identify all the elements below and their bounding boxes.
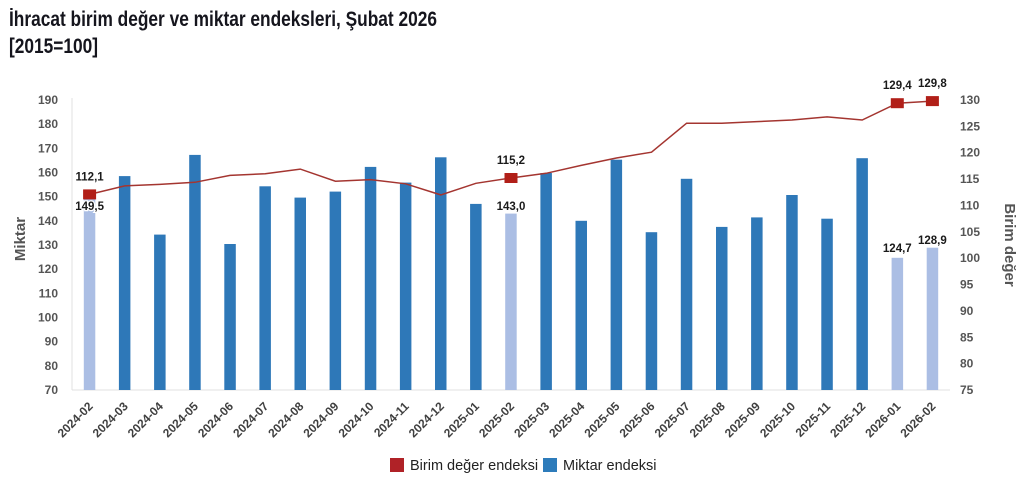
svg-text:2026-02: 2026-02 [897,399,938,440]
svg-text:2024-03: 2024-03 [90,399,131,440]
svg-text:130: 130 [960,93,980,107]
svg-text:2025-01: 2025-01 [441,399,482,440]
svg-text:150: 150 [38,190,58,204]
svg-text:105: 105 [960,225,980,239]
svg-text:125: 125 [960,119,980,133]
svg-text:95: 95 [960,278,974,292]
svg-text:124,7: 124,7 [883,243,912,255]
svg-text:2025-02: 2025-02 [476,399,517,440]
svg-text:143,0: 143,0 [497,201,526,213]
svg-text:190: 190 [38,93,58,107]
svg-text:2024-10: 2024-10 [336,399,377,440]
svg-text:120: 120 [38,262,58,276]
svg-text:149,5: 149,5 [75,201,104,213]
svg-text:115: 115 [960,172,980,186]
svg-text:2024-11: 2024-11 [371,399,412,440]
svg-text:Miktar endeksi: Miktar endeksi [563,458,656,474]
svg-text:2025-11: 2025-11 [793,399,834,440]
svg-text:2024-08: 2024-08 [265,399,306,440]
svg-text:75: 75 [960,383,974,397]
svg-text:80: 80 [960,357,974,371]
svg-text:Miktar: Miktar [12,217,29,261]
svg-text:2025-03: 2025-03 [511,399,552,440]
svg-text:2024-07: 2024-07 [230,399,271,440]
svg-text:110: 110 [39,286,59,300]
svg-text:2026-01: 2026-01 [862,399,903,440]
svg-text:129,8: 129,8 [918,78,947,90]
svg-text:90: 90 [45,335,59,349]
svg-text:2025-06: 2025-06 [617,399,658,440]
svg-text:129,4: 129,4 [883,80,912,92]
svg-text:2025-04: 2025-04 [546,399,587,440]
svg-text:2024-04: 2024-04 [125,399,166,440]
svg-text:100: 100 [38,311,58,325]
svg-text:2025-05: 2025-05 [581,399,622,440]
svg-text:180: 180 [38,117,58,131]
svg-text:160: 160 [38,166,58,180]
svg-text:170: 170 [38,141,58,155]
svg-text:2025-12: 2025-12 [827,399,868,440]
svg-text:2025-10: 2025-10 [757,399,798,440]
svg-text:70: 70 [45,383,59,397]
svg-text:Birim değer: Birim değer [1001,203,1018,287]
svg-text:2025-09: 2025-09 [722,399,763,440]
svg-text:2024-09: 2024-09 [300,399,341,440]
svg-text:2024-06: 2024-06 [195,399,236,440]
svg-text:130: 130 [38,238,58,252]
svg-text:128,9: 128,9 [918,235,947,247]
svg-text:100: 100 [960,251,980,265]
svg-text:2024-02: 2024-02 [55,399,96,440]
svg-text:2024-12: 2024-12 [406,399,447,440]
svg-text:120: 120 [960,146,980,160]
svg-text:2024-05: 2024-05 [160,399,201,440]
svg-text:110: 110 [960,199,980,213]
svg-text:2025-08: 2025-08 [687,399,728,440]
svg-text:115,2: 115,2 [497,155,525,167]
svg-text:Birim değer endeksi: Birim değer endeksi [410,458,538,474]
svg-text:90: 90 [960,304,974,318]
svg-text:140: 140 [38,214,58,228]
svg-text:80: 80 [45,359,59,373]
svg-text:85: 85 [960,330,974,344]
svg-text:2025-07: 2025-07 [652,399,693,440]
svg-text:112,1: 112,1 [76,171,105,183]
